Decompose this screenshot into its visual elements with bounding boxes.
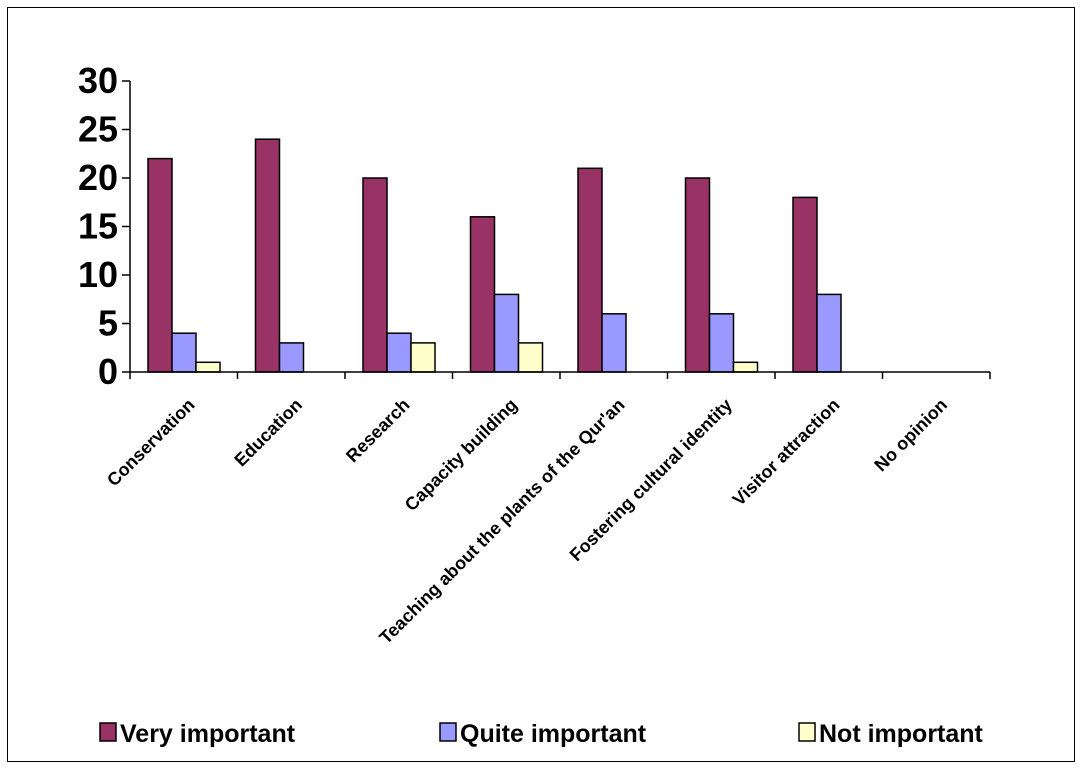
x-tick-label: Teaching about the plants of the Qur'an	[375, 395, 628, 648]
x-tick-label: Visitor attraction	[729, 395, 844, 510]
bar-very-important-4	[577, 167, 603, 373]
bar-not-important-3	[517, 342, 544, 373]
y-tick-label: 20	[78, 157, 118, 198]
bar-quite-important-2	[386, 332, 412, 373]
bar-very-important-0	[147, 157, 173, 373]
y-tick-label: 15	[78, 206, 118, 247]
legend-swatch	[439, 722, 457, 742]
bar-very-important-6	[792, 196, 818, 373]
y-tick-label: 25	[78, 109, 118, 150]
bar-quite-important-6	[816, 293, 842, 373]
bar-quite-important-5	[708, 313, 735, 373]
bar-very-important-1	[254, 138, 281, 373]
y-tick-label: 10	[78, 254, 118, 295]
x-tick-label: Capacity building	[401, 395, 521, 515]
x-tick-label: Research	[342, 395, 413, 466]
bar-quite-important-4	[601, 313, 627, 373]
legend-swatch	[99, 722, 117, 742]
legend-swatch	[798, 722, 816, 742]
bar-quite-important-0	[171, 332, 197, 373]
bar-very-important-3	[469, 216, 496, 373]
bar-very-important-2	[362, 177, 388, 373]
legend: Very important Quite important Not importa…	[99, 720, 984, 748]
bar-not-important-5	[732, 361, 759, 373]
bars-layer	[147, 138, 842, 373]
x-tick-label: Education	[230, 395, 306, 471]
bar-quite-important-3	[493, 293, 520, 373]
legend-label: Quite important	[460, 720, 647, 748]
y-tick-label: 30	[78, 60, 118, 101]
y-tick-label: 5	[98, 303, 118, 344]
legend-label: Very important	[120, 720, 296, 748]
y-tick-labels: 0 5 10 15 20 25 30	[78, 60, 118, 392]
x-tick-label: Conservation	[103, 395, 198, 490]
legend-label: Not important	[819, 720, 984, 748]
bar-not-important-2	[410, 342, 436, 373]
y-tick-label: 0	[98, 351, 118, 392]
axes-layer	[122, 80, 991, 379]
x-tick-label: No opinion	[870, 395, 951, 476]
bar-not-important-0	[195, 361, 221, 373]
bar-quite-important-1	[278, 342, 305, 373]
chart-frame	[7, 7, 1075, 762]
bar-very-important-5	[684, 177, 711, 373]
